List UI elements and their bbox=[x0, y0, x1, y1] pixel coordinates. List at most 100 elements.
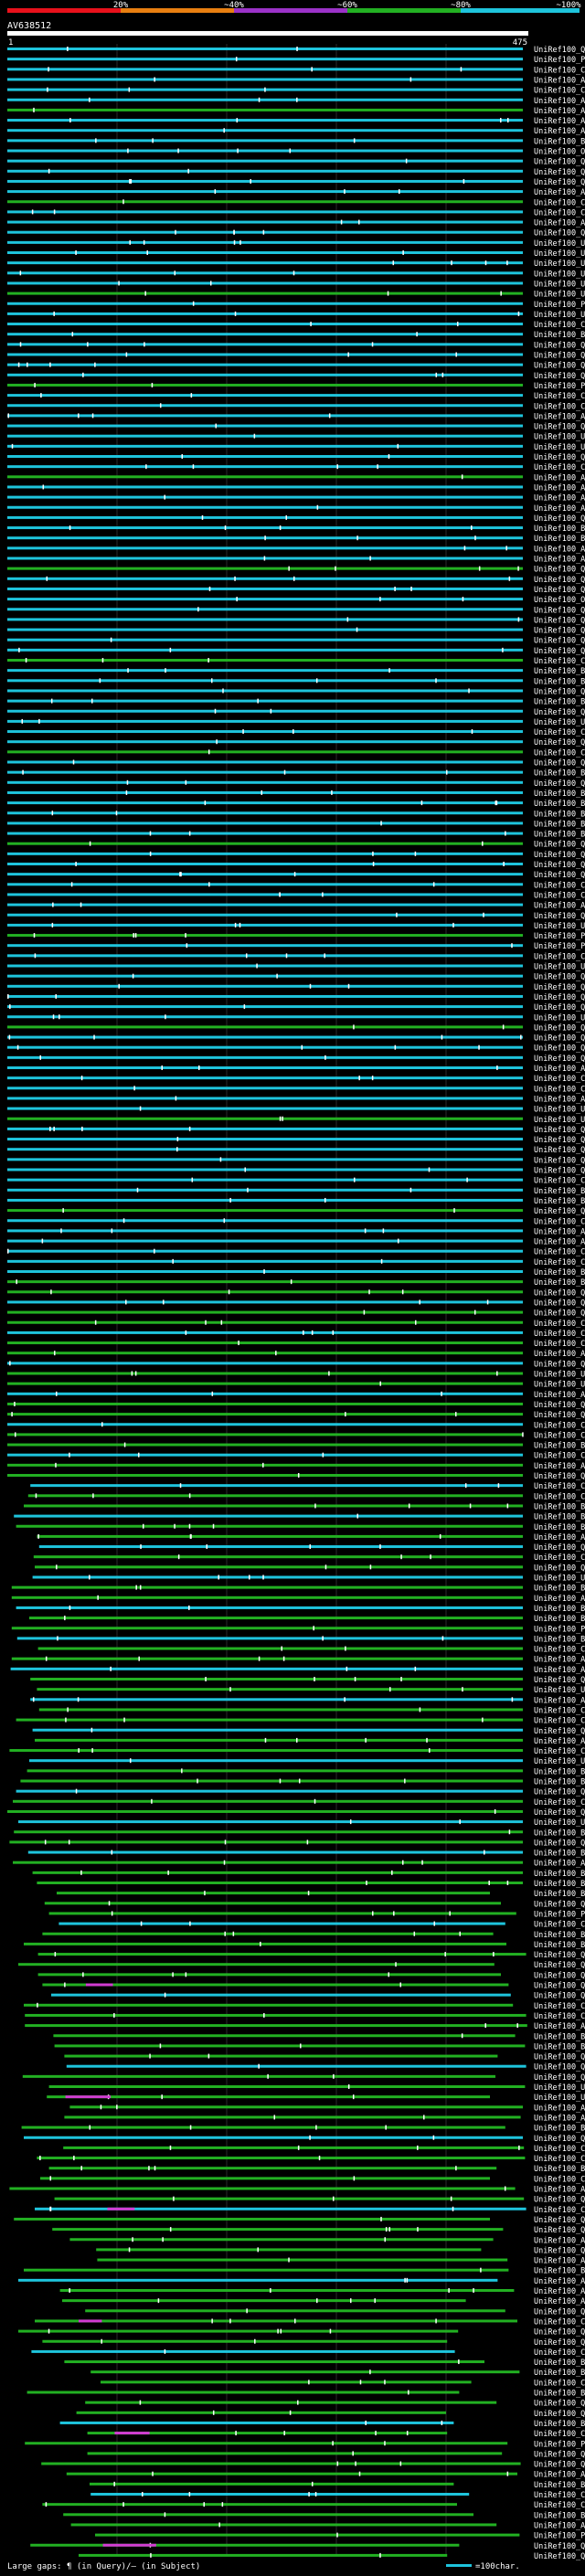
hit-bar[interactable] bbox=[7, 251, 523, 254]
hit-bar[interactable] bbox=[7, 444, 523, 448]
hit-bar[interactable] bbox=[27, 1769, 524, 1773]
hit-label[interactable]: UniRef100_C0NNG2 bbox=[534, 1431, 585, 1440]
hit-label[interactable]: UniRef100_Q9P8D5 bbox=[534, 1411, 585, 1420]
hit-bar[interactable] bbox=[57, 1892, 490, 1895]
hit-label[interactable]: UniRef100_C4LU92 bbox=[534, 2317, 585, 2327]
hit-bar[interactable] bbox=[32, 1728, 524, 1732]
hit-label[interactable]: UniRef100_Q50S54 bbox=[534, 1951, 585, 1960]
hit-label[interactable]: UniRef100_Q0QN69 bbox=[534, 2307, 585, 2316]
hit-label[interactable]: UniRef100_B9SU88 bbox=[534, 790, 585, 799]
hit-label[interactable]: UniRef100_B0XE31 bbox=[534, 2481, 585, 2490]
hit-label[interactable]: UniRef100_Q9S9P2 bbox=[534, 453, 585, 462]
hit-bar[interactable] bbox=[22, 2074, 496, 2078]
hit-label[interactable]: UniRef100_C4JRS6 bbox=[534, 1921, 585, 1930]
hit-label[interactable]: UniRef100_B4JE10 bbox=[534, 820, 585, 829]
hit-label[interactable]: UniRef100_A9YTA2 bbox=[534, 188, 585, 197]
hit-label[interactable]: UniRef100_UP1000.. bbox=[534, 2083, 585, 2093]
hit-bar[interactable] bbox=[70, 2523, 497, 2527]
hit-bar[interactable] bbox=[7, 1219, 523, 1223]
hit-bar[interactable] bbox=[7, 363, 523, 366]
hit-bar[interactable] bbox=[7, 598, 523, 601]
hit-label[interactable]: UniRef100_Q3TJD3 bbox=[534, 687, 585, 696]
hit-label[interactable]: UniRef100_Q7RIK4 bbox=[534, 2552, 585, 2561]
hit-label[interactable]: UniRef100_Q6JPT5 bbox=[534, 912, 585, 921]
hit-bar[interactable] bbox=[38, 1545, 524, 1549]
hit-bar[interactable] bbox=[59, 2421, 454, 2424]
hit-label[interactable]: UniRef100_A9L171 bbox=[534, 1238, 585, 1247]
hit-label[interactable]: UniRef100_C5E1D7 bbox=[534, 2501, 585, 2510]
hit-bar[interactable] bbox=[7, 139, 523, 143]
hit-bar[interactable] bbox=[90, 2482, 454, 2486]
hit-bar[interactable] bbox=[24, 2003, 514, 2007]
hit-label[interactable]: UniRef100_A7L4T7 bbox=[534, 2022, 585, 2031]
hit-bar[interactable] bbox=[37, 1973, 501, 1977]
hit-bar[interactable] bbox=[42, 2339, 448, 2343]
hit-label[interactable]: UniRef100_A9TNV3 bbox=[534, 76, 585, 85]
hit-bar[interactable] bbox=[10, 1667, 524, 1670]
hit-label[interactable]: UniRef100_C1EL46 bbox=[534, 208, 585, 217]
hit-label[interactable]: UniRef100_B2CNY1 bbox=[534, 1523, 585, 1532]
hit-label[interactable]: UniRef100_Q4D7N2 bbox=[534, 2450, 585, 2459]
hit-bar[interactable] bbox=[64, 2054, 498, 2058]
hit-bar[interactable] bbox=[7, 944, 523, 948]
hit-bar[interactable] bbox=[7, 373, 523, 376]
hit-bar[interactable] bbox=[7, 179, 523, 183]
hit-bar[interactable] bbox=[30, 1484, 523, 1488]
hit-bar[interactable] bbox=[7, 505, 523, 509]
hit-label[interactable]: UniRef100_C3YZ71 bbox=[534, 657, 585, 666]
hit-label[interactable]: UniRef100_Q0UX27 bbox=[534, 158, 585, 167]
hit-label[interactable]: UniRef100_A8U1C2 bbox=[534, 1737, 585, 1746]
hit-label[interactable]: UniRef100_Q25189 bbox=[534, 1207, 585, 1216]
hit-label[interactable]: UniRef100_B4IZB0 bbox=[534, 1941, 585, 1950]
hit-bar[interactable] bbox=[35, 1565, 523, 1569]
hit-bar[interactable] bbox=[9, 1840, 523, 1844]
hit-bar[interactable] bbox=[7, 873, 523, 876]
hit-label[interactable]: UniRef100_B9K514 bbox=[534, 2032, 585, 2041]
hit-label[interactable]: UniRef100_A5J012 bbox=[534, 127, 585, 136]
hit-label[interactable]: UniRef100_UP1000.. bbox=[534, 1116, 585, 1125]
hit-bar[interactable] bbox=[33, 1555, 524, 1559]
hit-bar[interactable] bbox=[7, 1352, 523, 1355]
hit-label[interactable]: UniRef100_A1CIN8 bbox=[534, 1666, 585, 1675]
hit-label[interactable]: UniRef100_Q2FBK5 bbox=[534, 1360, 585, 1369]
hit-bar[interactable] bbox=[7, 1025, 523, 1029]
hit-label[interactable]: UniRef100_Q59PA1 bbox=[534, 1055, 585, 1064]
hit-bar[interactable] bbox=[64, 2115, 521, 2119]
hit-label[interactable]: UniRef100_Q18640 bbox=[534, 861, 585, 870]
hit-bar[interactable] bbox=[7, 577, 523, 580]
hit-bar[interactable] bbox=[7, 1259, 523, 1263]
hit-label[interactable]: UniRef100_B7SP58 bbox=[534, 1767, 585, 1776]
hit-bar[interactable] bbox=[7, 811, 523, 815]
hit-bar[interactable] bbox=[7, 546, 523, 550]
hit-label[interactable]: UniRef100_B6K5E1 bbox=[534, 1890, 585, 1899]
hit-label[interactable]: UniRef100_Q6JYY5 bbox=[534, 514, 585, 524]
hit-label[interactable]: UniRef100_Q25991 bbox=[534, 616, 585, 625]
hit-bar[interactable] bbox=[29, 1759, 523, 1763]
hit-label[interactable]: UniRef100_Q2FSM4 bbox=[534, 1044, 585, 1054]
hit-bar[interactable] bbox=[7, 780, 523, 784]
hit-label[interactable]: UniRef100_A6RHZ9 bbox=[534, 1227, 585, 1236]
hit-bar[interactable] bbox=[7, 414, 523, 418]
hit-bar[interactable] bbox=[7, 78, 523, 81]
hit-label[interactable]: UniRef100_B7FJT0 bbox=[534, 698, 585, 707]
hit-label[interactable]: UniRef100_B4K3F2 bbox=[534, 1931, 585, 1940]
hit-bar[interactable] bbox=[30, 1698, 523, 1701]
hit-bar[interactable] bbox=[40, 2177, 490, 2180]
hit-label[interactable]: UniRef100_UP1000.. bbox=[534, 963, 585, 972]
hit-label[interactable]: UniRef100_Q6C251 bbox=[534, 1003, 585, 1012]
hit-bar[interactable] bbox=[48, 2167, 497, 2170]
hit-label[interactable]: UniRef100_C2Z5W1 bbox=[534, 1553, 585, 1563]
hit-label[interactable]: UniRef100_Q4U8F9 bbox=[534, 2216, 585, 2225]
hit-label[interactable]: UniRef100_Q6VE17 bbox=[534, 341, 585, 350]
hit-bar[interactable] bbox=[96, 2248, 482, 2252]
hit-bar[interactable] bbox=[7, 1209, 523, 1213]
hit-label[interactable]: UniRef100_C4M7Q9 bbox=[534, 321, 585, 330]
hit-label[interactable]: UniRef100_B9RW21 bbox=[534, 1635, 585, 1644]
hit-label[interactable]: UniRef100_UP1000.. bbox=[534, 433, 585, 442]
hit-bar[interactable] bbox=[7, 893, 523, 896]
hit-label[interactable]: UniRef100_UP1000.. bbox=[534, 239, 585, 249]
hit-bar[interactable] bbox=[7, 689, 523, 693]
hit-label[interactable]: UniRef100_A9KMH7 bbox=[534, 2104, 585, 2113]
hit-bar[interactable] bbox=[7, 1148, 523, 1151]
hit-bar[interactable] bbox=[7, 1290, 523, 1294]
